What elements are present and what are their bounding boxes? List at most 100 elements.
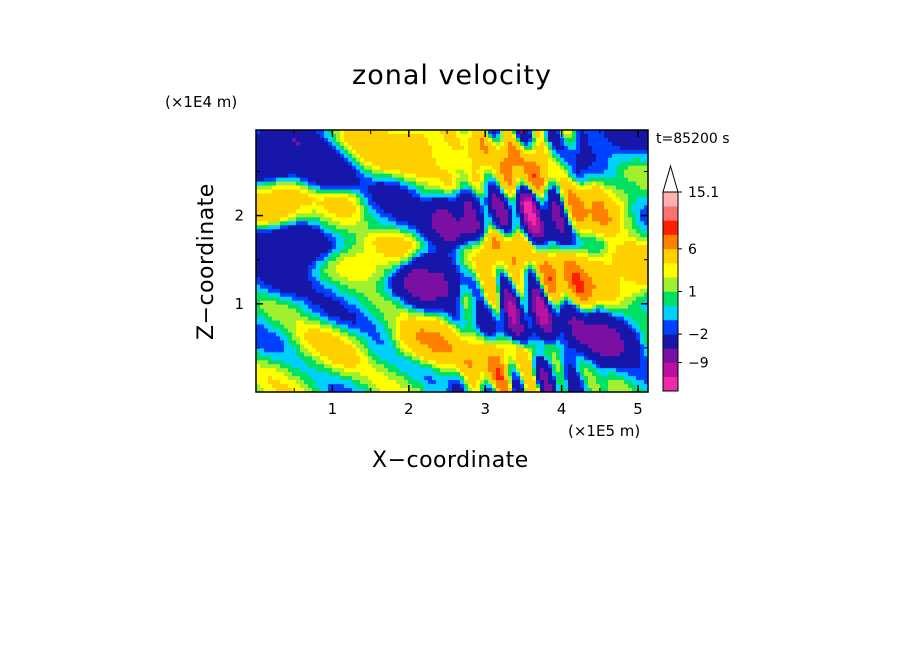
- field-cell: [264, 272, 269, 278]
- field-cell: [280, 141, 285, 147]
- field-cell: [428, 288, 433, 294]
- field-cell: [440, 153, 445, 159]
- field-cell: [384, 193, 389, 199]
- field-cell: [540, 292, 545, 298]
- field-cell: [296, 221, 301, 226]
- field-cell: [404, 130, 409, 135]
- field-cell: [604, 137, 609, 143]
- field-cell: [548, 304, 553, 310]
- field-cell: [636, 165, 641, 171]
- field-cell: [604, 233, 609, 238]
- field-cell: [580, 165, 585, 171]
- field-cell: [372, 201, 377, 207]
- field-cell: [388, 284, 393, 290]
- field-cell: [492, 137, 497, 143]
- field-cell: [604, 261, 609, 266]
- field-cell: [272, 257, 277, 262]
- field-cell: [328, 249, 333, 254]
- field-cell: [400, 288, 405, 294]
- field-cell: [592, 308, 597, 314]
- field-cell: [644, 130, 648, 135]
- field-cell: [564, 324, 569, 330]
- field-cell: [416, 292, 421, 298]
- field-cell: [260, 280, 265, 286]
- field-cell: [256, 233, 261, 238]
- field-cell: [264, 253, 269, 258]
- field-cell: [268, 300, 273, 306]
- field-cell: [584, 181, 589, 187]
- field-cell: [416, 268, 421, 274]
- field-cell: [472, 233, 477, 238]
- field-cell: [520, 264, 525, 270]
- field-cell: [484, 324, 489, 330]
- field-cell: [556, 149, 561, 155]
- field-cell: [624, 193, 629, 199]
- field-cell: [420, 316, 425, 322]
- field-cell: [452, 257, 457, 262]
- field-cell: [384, 197, 389, 203]
- field-cell: [328, 292, 333, 298]
- field-cell: [352, 205, 357, 210]
- field-cell: [536, 157, 541, 163]
- field-cell: [280, 217, 285, 222]
- field-cell: [436, 197, 441, 203]
- field-cell: [360, 185, 365, 191]
- field-cell: [636, 225, 641, 230]
- field-cell: [596, 280, 601, 286]
- field-cell: [384, 272, 389, 278]
- field-cell: [396, 157, 401, 163]
- field-cell: [460, 221, 465, 226]
- field-cell: [440, 328, 445, 334]
- field-cell: [436, 193, 441, 199]
- field-cell: [372, 197, 377, 203]
- field-cell: [296, 225, 301, 230]
- field-cell: [524, 324, 529, 330]
- field-cell: [348, 272, 353, 278]
- field-cell: [372, 181, 377, 187]
- field-cell: [460, 320, 465, 326]
- field-cell: [388, 145, 393, 151]
- field-cell: [580, 217, 585, 222]
- field-cell: [256, 185, 261, 191]
- field-cell: [328, 209, 333, 214]
- field-cell: [612, 312, 617, 318]
- field-cell: [304, 225, 309, 230]
- field-cell: [536, 320, 541, 326]
- field-cell: [524, 161, 529, 167]
- field-cell: [600, 141, 605, 147]
- field-cell: [320, 185, 325, 191]
- field-cell: [576, 272, 581, 278]
- field-cell: [332, 157, 337, 163]
- field-cell: [424, 284, 429, 290]
- field-cell: [540, 169, 545, 175]
- field-cell: [428, 201, 433, 207]
- field-cell: [588, 249, 593, 254]
- field-cell: [572, 249, 577, 254]
- field-cell: [424, 249, 429, 254]
- field-cell: [352, 308, 357, 314]
- field-cell: [572, 288, 577, 294]
- field-cell: [292, 233, 297, 238]
- field-cell: [488, 173, 493, 179]
- field-cell: [260, 288, 265, 294]
- field-cell: [424, 173, 429, 179]
- field-cell: [540, 201, 545, 207]
- field-cell: [492, 276, 497, 282]
- field-cell: [332, 292, 337, 298]
- field-cell: [472, 304, 477, 310]
- field-cell: [524, 288, 529, 294]
- field-cell: [348, 133, 353, 139]
- field-cell: [316, 209, 321, 214]
- field-cell: [408, 185, 413, 191]
- field-cell: [352, 264, 357, 270]
- field-cell: [500, 284, 505, 290]
- field-cell: [524, 320, 529, 326]
- field-cell: [396, 280, 401, 286]
- field-cell: [392, 225, 397, 230]
- field-cell: [296, 165, 301, 171]
- field-cell: [396, 185, 401, 191]
- field-cell: [640, 205, 645, 210]
- field-cell: [488, 217, 493, 222]
- field-cell: [624, 233, 629, 238]
- field-cell: [460, 241, 465, 246]
